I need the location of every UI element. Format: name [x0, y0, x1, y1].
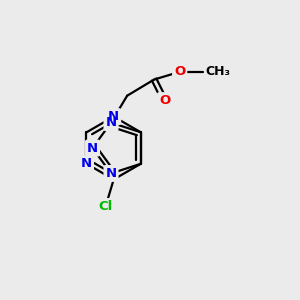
Text: Cl: Cl [98, 200, 113, 213]
Text: N: N [106, 167, 117, 180]
Text: N: N [106, 116, 117, 129]
Text: O: O [159, 94, 170, 107]
Text: N: N [87, 142, 98, 154]
Text: O: O [159, 94, 170, 107]
Text: N: N [108, 110, 119, 123]
Text: N: N [87, 142, 98, 154]
Text: O: O [174, 65, 185, 78]
Text: N: N [108, 110, 119, 123]
Text: N: N [81, 157, 92, 170]
Text: Cl: Cl [98, 200, 113, 213]
Text: CH₃: CH₃ [205, 65, 230, 78]
Text: O: O [174, 65, 185, 78]
Text: N: N [106, 116, 117, 129]
Text: N: N [106, 167, 117, 180]
Text: N: N [81, 157, 92, 170]
